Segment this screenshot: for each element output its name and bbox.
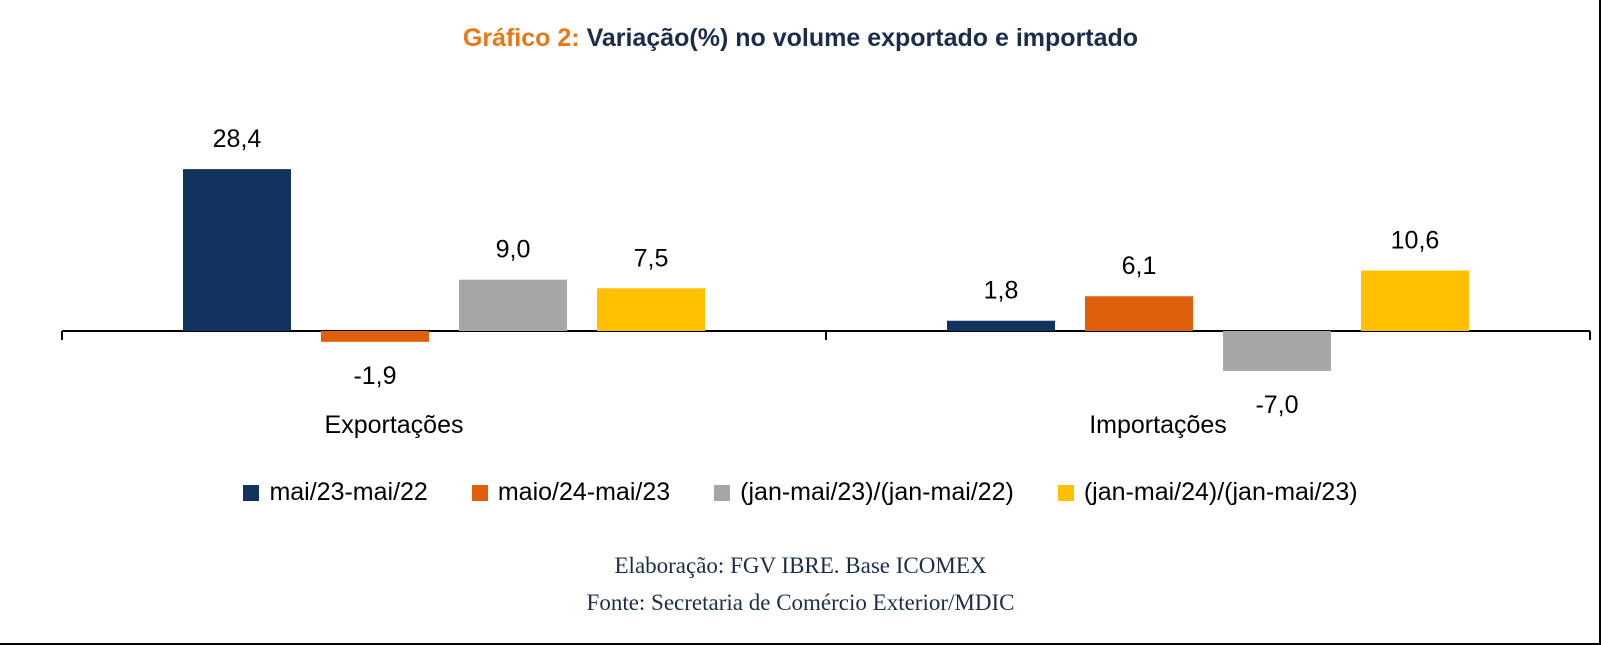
legend-item-series-1: mai/23-mai/22: [243, 478, 428, 507]
chart-title-text: Variação(%) no volume exportado e import…: [586, 24, 1139, 52]
legend-swatch: [1057, 484, 1074, 501]
bar-importacoes-series-3: [1223, 331, 1331, 371]
legend-swatch: [714, 484, 731, 501]
footer-source: Fonte: Secretaria de Comércio Exterior/M…: [586, 590, 1015, 615]
legend-label: (jan-mai/23)/(jan-mai/22): [740, 478, 1014, 506]
chart-title-prefix: Gráfico 2:: [462, 24, 580, 52]
data-label-importacoes-series-3: -7,0: [1255, 391, 1298, 419]
legend-label: (jan-mai/24)/(jan-mai/23): [1083, 478, 1358, 506]
data-label-importacoes-series-2: 6,1: [1122, 252, 1157, 280]
chart-legend: mai/23-mai/22 maio/24-mai/23 (jan-mai/23)/…: [0, 478, 1601, 507]
bar-exportacoes-series-4: [597, 288, 705, 331]
legend-item-series-3: (jan-mai/23)/(jan-mai/22): [714, 478, 1014, 507]
bar-exportacoes-series-1: [183, 169, 291, 331]
data-label-exportacoes-series-2: -1,9: [353, 362, 396, 390]
legend-swatch: [471, 484, 488, 501]
bar-exportacoes-series-2: [321, 331, 429, 342]
bar-exportacoes-series-3: [459, 279, 567, 331]
data-label-importacoes-series-4: 10,6: [1391, 227, 1440, 255]
legend-label: maio/24-mai/23: [497, 478, 671, 506]
legend-item-series-2: maio/24-mai/23: [471, 478, 671, 507]
data-label-exportacoes-series-3: 9,0: [496, 236, 531, 264]
bar-chart: 28,4 -1,9 9,0 7,5 Exportações 1,8 6,1 -7,0 10,6 I…: [61, 125, 1591, 439]
legend-item-series-4: (jan-mai/24)/(jan-mai/23): [1057, 478, 1358, 507]
legend-label: mai/23-mai/22: [269, 478, 428, 506]
category-label-exportacoes: Exportações: [325, 411, 464, 439]
data-label-exportacoes-series-4: 7,5: [634, 244, 669, 272]
bar-importacoes-series-1: [947, 320, 1055, 331]
data-label-importacoes-series-1: 1,8: [984, 277, 1019, 305]
bar-importacoes-series-4: [1361, 270, 1469, 331]
chart-title: Gráfico 2: Variação(%) no volume exporta…: [0, 24, 1601, 53]
category-label-importacoes: Importações: [1089, 411, 1227, 439]
bar-importacoes-series-2: [1085, 296, 1193, 331]
legend-swatch: [243, 484, 260, 501]
footer-elaboration: Elaboração: FGV IBRE. Base ICOMEX: [614, 553, 987, 578]
data-label-exportacoes-series-1: 28,4: [213, 125, 262, 153]
